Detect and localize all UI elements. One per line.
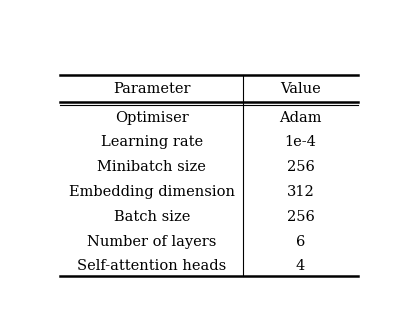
Text: Adam: Adam [279, 110, 322, 124]
Text: Embedding dimension: Embedding dimension [69, 185, 235, 199]
Text: Learning rate: Learning rate [101, 135, 203, 149]
Text: Optimiser: Optimiser [115, 110, 189, 124]
Text: 312: 312 [287, 185, 315, 199]
Text: Minibatch size: Minibatch size [98, 160, 206, 174]
Text: 1e-4: 1e-4 [284, 135, 317, 149]
Text: 256: 256 [286, 160, 315, 174]
Text: Parameter: Parameter [113, 82, 191, 96]
Text: Self-attention heads: Self-attention heads [77, 260, 226, 273]
Text: 256: 256 [286, 210, 315, 224]
Text: 6: 6 [296, 235, 305, 249]
Text: Value: Value [280, 82, 321, 96]
Text: Batch size: Batch size [114, 210, 190, 224]
Text: 4: 4 [296, 260, 305, 273]
Text: Number of layers: Number of layers [87, 235, 217, 249]
